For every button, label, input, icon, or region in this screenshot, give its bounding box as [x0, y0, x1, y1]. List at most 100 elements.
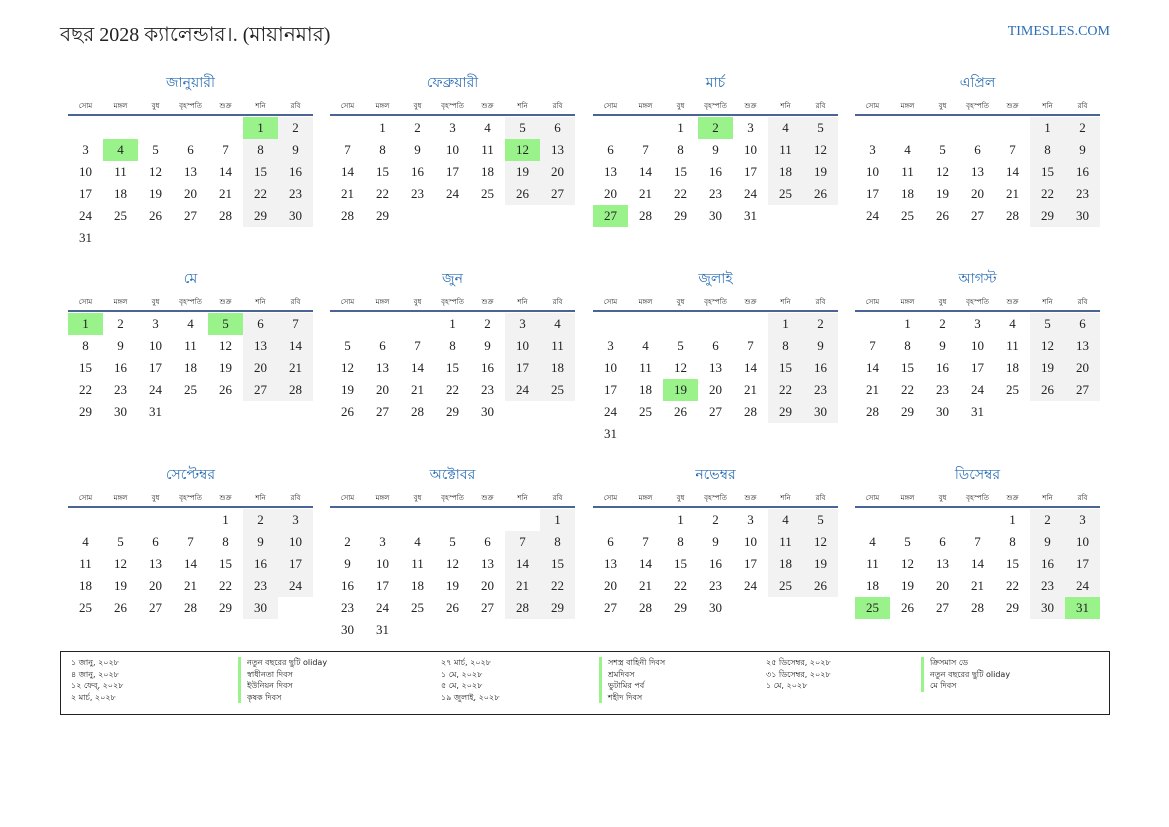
day-cell[interactable]: 26 [803, 183, 838, 205]
day-cell[interactable]: 17 [505, 357, 540, 379]
day-cell[interactable]: 30 [1065, 205, 1100, 227]
day-cell[interactable]: 12 [114, 556, 127, 571]
day-cell[interactable]: 28 [744, 404, 757, 419]
day-cell[interactable]: 17 [149, 360, 162, 375]
day-cell[interactable]: 9 [243, 531, 278, 553]
day-cell[interactable]: 2 [712, 512, 719, 527]
day-cell[interactable]: 15 [79, 360, 92, 375]
day-cell[interactable]: 24 [278, 575, 313, 597]
day-cell[interactable]: 2 [344, 534, 351, 549]
day-cell[interactable]: 26 [803, 575, 838, 597]
day-cell[interactable]: 25 [481, 186, 494, 201]
day-cell[interactable]: 11 [184, 338, 197, 353]
day-cell[interactable]: 11 [901, 164, 914, 179]
day-cell[interactable]: 2 [1030, 509, 1065, 531]
day-cell[interactable]: 6 [540, 117, 575, 139]
day-cell[interactable]: 4 [869, 534, 876, 549]
day-cell[interactable]: 18 [114, 186, 127, 201]
day-cell[interactable]: 6 [974, 142, 981, 157]
day-cell[interactable]: 31 [79, 230, 92, 245]
day-cell[interactable]: 22 [674, 578, 687, 593]
day-cell[interactable]: 29 [376, 208, 389, 223]
day-cell[interactable]: 1 [222, 512, 229, 527]
day-cell[interactable]: 6 [187, 142, 194, 157]
day-cell[interactable]: 29 [901, 404, 914, 419]
day-cell[interactable]: 9 [344, 556, 351, 571]
day-cell[interactable]: 14 [744, 360, 757, 375]
day-cell[interactable]: 2 [803, 313, 838, 335]
day-cell[interactable]: 25 [768, 575, 803, 597]
day-cell[interactable]: 2 [278, 117, 313, 139]
day-cell[interactable]: 4 [768, 117, 803, 139]
day-cell[interactable]: 16 [278, 161, 313, 183]
day-cell[interactable]: 15 [1030, 161, 1065, 183]
day-cell[interactable]: 21 [505, 575, 540, 597]
day-cell[interactable]: 2 [484, 316, 491, 331]
day-cell[interactable]: 20 [971, 186, 984, 201]
day-cell[interactable]: 31 [744, 208, 757, 223]
day-cell[interactable]: 16 [709, 556, 722, 571]
day-cell[interactable]: 1 [1030, 117, 1065, 139]
day-cell[interactable]: 29 [540, 597, 575, 619]
holiday-day-cell[interactable]: 4 [103, 139, 138, 161]
day-cell[interactable]: 8 [1030, 139, 1065, 161]
day-cell[interactable]: 9 [1065, 139, 1100, 161]
day-cell[interactable]: 11 [411, 556, 424, 571]
day-cell[interactable]: 21 [1006, 186, 1019, 201]
day-cell[interactable]: 27 [540, 183, 575, 205]
day-cell[interactable]: 1 [540, 509, 575, 531]
day-cell[interactable]: 31 [604, 426, 617, 441]
day-cell[interactable]: 4 [484, 120, 491, 135]
day-cell[interactable]: 20 [604, 578, 617, 593]
day-cell[interactable]: 19 [505, 161, 540, 183]
day-cell[interactable]: 16 [341, 578, 354, 593]
day-cell[interactable]: 7 [642, 142, 649, 157]
day-cell[interactable]: 7 [1009, 142, 1016, 157]
day-cell[interactable]: 21 [744, 382, 757, 397]
day-cell[interactable]: 25 [901, 208, 914, 223]
day-cell[interactable]: 27 [971, 208, 984, 223]
brand-link[interactable]: TIMESLES.COM [1007, 24, 1110, 39]
day-cell[interactable]: 10 [376, 556, 389, 571]
day-cell[interactable]: 30 [936, 404, 949, 419]
day-cell[interactable]: 9 [712, 142, 719, 157]
day-cell[interactable]: 24 [744, 186, 757, 201]
day-cell[interactable]: 8 [82, 338, 89, 353]
day-cell[interactable]: 4 [187, 316, 194, 331]
day-cell[interactable]: 5 [904, 534, 911, 549]
day-cell[interactable]: 4 [540, 313, 575, 335]
day-cell[interactable]: 21 [278, 357, 313, 379]
day-cell[interactable]: 16 [936, 360, 949, 375]
day-cell[interactable]: 14 [219, 164, 232, 179]
day-cell[interactable]: 9 [712, 534, 719, 549]
day-cell[interactable]: 19 [936, 186, 949, 201]
day-cell[interactable]: 8 [677, 534, 684, 549]
day-cell[interactable]: 3 [747, 512, 754, 527]
day-cell[interactable]: 15 [540, 553, 575, 575]
day-cell[interactable]: 5 [803, 117, 838, 139]
day-cell[interactable]: 16 [114, 360, 127, 375]
day-cell[interactable]: 25 [540, 379, 575, 401]
day-cell[interactable]: 20 [936, 578, 949, 593]
day-cell[interactable]: 30 [1030, 597, 1065, 619]
day-cell[interactable]: 8 [1009, 534, 1016, 549]
day-cell[interactable]: 14 [1006, 164, 1019, 179]
day-cell[interactable]: 7 [505, 531, 540, 553]
day-cell[interactable]: 3 [607, 338, 614, 353]
day-cell[interactable]: 23 [803, 379, 838, 401]
day-cell[interactable]: 19 [219, 360, 232, 375]
day-cell[interactable]: 27 [149, 600, 162, 615]
day-cell[interactable]: 22 [219, 578, 232, 593]
day-cell[interactable]: 16 [709, 164, 722, 179]
day-cell[interactable]: 13 [971, 164, 984, 179]
day-cell[interactable]: 11 [768, 531, 803, 553]
day-cell[interactable]: 11 [768, 139, 803, 161]
day-cell[interactable]: 12 [149, 164, 162, 179]
day-cell[interactable]: 23 [481, 382, 494, 397]
day-cell[interactable]: 25 [639, 404, 652, 419]
day-cell[interactable]: 26 [1030, 379, 1065, 401]
day-cell[interactable]: 26 [114, 600, 127, 615]
day-cell[interactable]: 18 [866, 578, 879, 593]
day-cell[interactable]: 6 [152, 534, 159, 549]
day-cell[interactable]: 15 [674, 556, 687, 571]
